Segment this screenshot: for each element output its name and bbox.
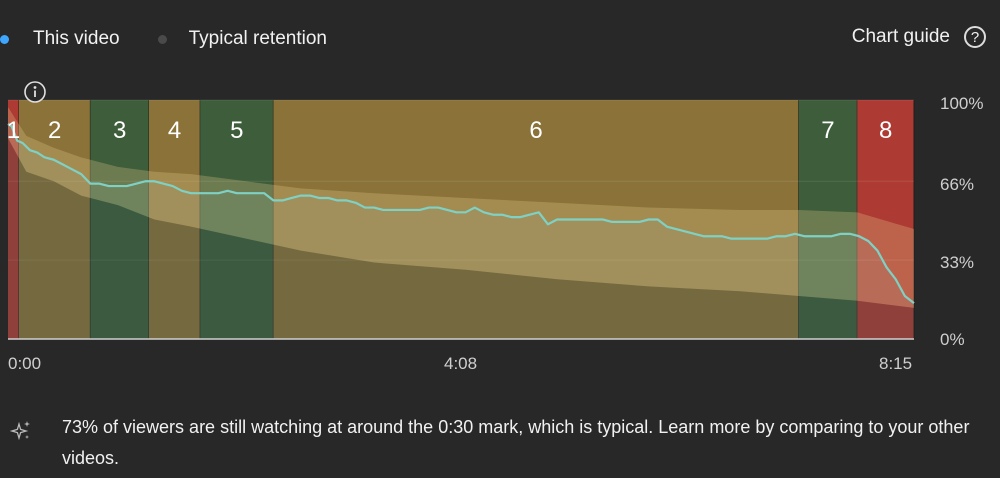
- legend-label-typical: Typical retention: [188, 28, 327, 49]
- segment-label-8: 8: [879, 117, 892, 144]
- y-tick-label-0: 0%: [940, 330, 965, 349]
- chart-legend: This video Typical retention: [0, 28, 327, 50]
- legend-dot-typical: [157, 34, 167, 44]
- insight-text: 73% of viewers are still watching at aro…: [62, 417, 970, 468]
- segment-label-7: 7: [821, 117, 834, 144]
- segment-7[interactable]: [798, 100, 858, 339]
- legend-dot-this-video: [0, 34, 9, 44]
- x-tick-label-1: 4:08: [444, 354, 478, 373]
- segment-4[interactable]: [148, 100, 201, 339]
- typical-retention-band: [8, 107, 914, 308]
- segment-6[interactable]: [273, 100, 799, 339]
- legend-typical-retention[interactable]: Typical retention: [157, 28, 327, 50]
- segment-label-4: 4: [168, 117, 181, 144]
- legend-this-video[interactable]: This video: [0, 28, 120, 50]
- segment-label-1: 1: [7, 117, 20, 144]
- sparkle-icon: [9, 412, 60, 474]
- segment-2[interactable]: [18, 100, 91, 339]
- typical-retention-lower-area: [8, 138, 914, 339]
- retention-chart: 1 2 3 4 5 6 7 8: [7, 81, 915, 340]
- x-tick-label-2: 8:15: [879, 354, 913, 373]
- chart-guide-button[interactable]: Chart guide ?: [852, 26, 986, 48]
- insight-row: 73% of viewers are still watching at aro…: [9, 412, 985, 474]
- segment-8[interactable]: [857, 100, 914, 339]
- segment-label-3: 3: [113, 117, 126, 144]
- segment-5[interactable]: [200, 100, 274, 339]
- chart-guide-label: Chart guide: [851, 26, 950, 47]
- y-tick-label-66: 66%: [940, 175, 975, 194]
- info-icon[interactable]: [24, 81, 46, 103]
- segment-3[interactable]: [90, 100, 149, 339]
- y-tick-label-33: 33%: [940, 253, 975, 272]
- y-tick-label-100: 100%: [940, 94, 984, 113]
- x-tick-label-0: 0:00: [8, 354, 42, 373]
- this-video-line: [7, 122, 915, 305]
- segment-1[interactable]: [8, 100, 19, 339]
- segment-label-2: 2: [48, 117, 61, 144]
- legend-label-this-video: This video: [33, 28, 120, 49]
- segment-label-6: 6: [529, 117, 542, 144]
- segment-label-5: 5: [230, 117, 243, 144]
- help-circle-icon: ?: [964, 26, 986, 48]
- this-video-area: [8, 123, 914, 340]
